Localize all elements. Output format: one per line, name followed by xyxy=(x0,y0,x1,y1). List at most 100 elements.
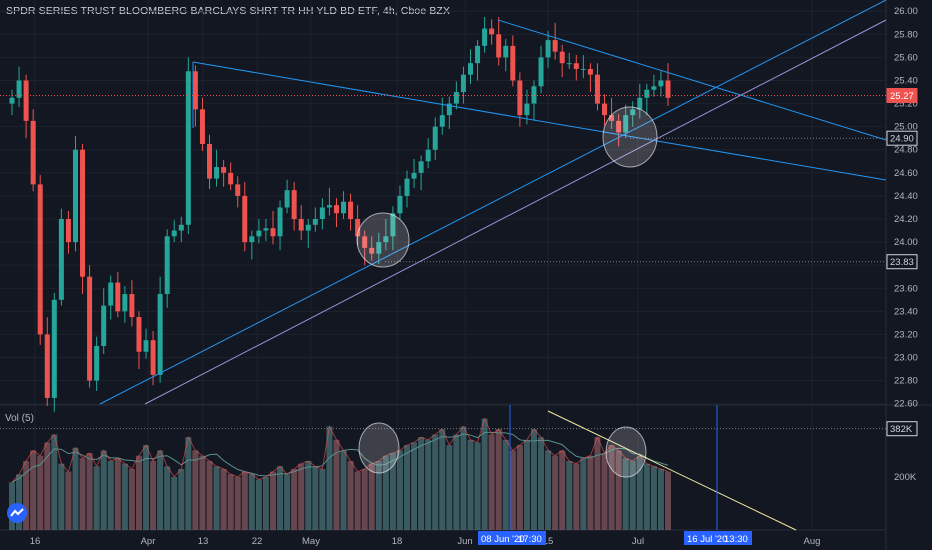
candle-body xyxy=(199,109,205,144)
candle-body xyxy=(524,103,530,116)
volume-bar-overlay xyxy=(86,453,93,530)
volume-bar-overlay xyxy=(72,447,79,530)
volume-pane-label: Vol (5) xyxy=(5,413,34,424)
tradingview-logo-icon[interactable] xyxy=(7,503,27,523)
volume-bar xyxy=(439,429,446,530)
volume-bar-overlay xyxy=(509,450,516,530)
volume-bar-overlay xyxy=(220,469,227,530)
volume-bar-overlay xyxy=(481,418,488,530)
volume-bar xyxy=(474,442,481,530)
candle-body xyxy=(369,247,375,254)
volume-bar xyxy=(72,447,79,530)
candle-body xyxy=(157,294,163,375)
volume-bar xyxy=(594,437,601,530)
time-marker-time: 13:30 xyxy=(724,534,748,545)
volume-bar-overlay xyxy=(114,458,121,530)
volume-bar xyxy=(93,466,100,530)
candle-body xyxy=(376,242,382,254)
candle-body xyxy=(51,299,57,398)
volume-bar-overlay xyxy=(411,442,418,530)
volume-bar xyxy=(411,442,418,530)
volume-bar xyxy=(333,439,340,530)
price-axis: 26.00 25.80 25.60 25.40 25.20 25.00 24.80 24.60… xyxy=(894,6,918,483)
candle-body xyxy=(249,236,255,243)
highlight-circle xyxy=(356,212,410,268)
volume-bar-overlay xyxy=(206,461,213,530)
volume-bar-overlay xyxy=(657,469,664,530)
volume-bar-overlay xyxy=(460,426,467,530)
candle-body xyxy=(256,230,262,237)
volume-bar-overlay xyxy=(573,463,580,530)
price-tick-label: 23.00 xyxy=(894,353,918,364)
volume-bar-overlay xyxy=(488,434,495,530)
price-tick-label: 23.20 xyxy=(894,329,918,340)
volume-bar-overlay xyxy=(234,476,241,530)
candle-body xyxy=(16,80,22,98)
candle-body xyxy=(129,294,135,318)
volume-bar xyxy=(368,463,375,530)
volume-bar xyxy=(530,429,537,530)
candles xyxy=(9,17,671,412)
candle-body xyxy=(467,63,473,75)
candle-body xyxy=(538,57,544,87)
volume-bars xyxy=(9,418,671,530)
volume-bar-overlay xyxy=(587,455,594,530)
volume-bar xyxy=(636,455,643,530)
volume-bar xyxy=(121,463,128,530)
volume-bar xyxy=(227,474,234,530)
highlight-circle xyxy=(602,106,658,168)
volume-tick-label: 200K xyxy=(894,472,917,483)
volume-bar xyxy=(629,461,636,530)
last-price-tag-bg xyxy=(886,87,918,103)
candle-body xyxy=(305,224,311,231)
volume-bar xyxy=(150,461,157,530)
candle-body xyxy=(637,97,643,110)
candle-body xyxy=(58,219,64,300)
candle-body xyxy=(460,74,466,93)
volume-bar-overlay xyxy=(291,469,298,530)
candle-body xyxy=(397,195,403,214)
volume-bar xyxy=(171,476,178,530)
candle-body xyxy=(503,45,509,58)
candle-body xyxy=(326,205,332,208)
price-tick-label: 23.40 xyxy=(894,306,918,317)
volume-bar xyxy=(502,439,509,530)
time-tick-label: Jul xyxy=(632,536,644,547)
volume-bar-overlay xyxy=(474,442,481,530)
volume-level-tag-text: 382K xyxy=(890,424,913,435)
candle-body xyxy=(517,80,523,116)
candle-body xyxy=(475,45,481,64)
volume-bar xyxy=(418,437,425,530)
price-tick-label: 24.80 xyxy=(894,145,918,156)
level-tag-text: 23.83 xyxy=(890,257,914,268)
candle-body xyxy=(616,120,622,133)
volume-bar-overlay xyxy=(665,471,671,530)
price-tick-label: 25.20 xyxy=(894,99,918,110)
volume-bar-overlay xyxy=(608,445,615,530)
volume-bar-overlay xyxy=(375,461,382,530)
volume-bar-overlay xyxy=(629,461,636,530)
candle-body xyxy=(630,109,636,116)
volume-bar xyxy=(51,434,58,530)
price-tick-label: 24.40 xyxy=(894,191,918,202)
candle-body xyxy=(143,340,149,352)
volume-bar-overlay xyxy=(185,437,192,530)
volume-bar xyxy=(523,439,530,530)
volume-line xyxy=(11,417,669,483)
volume-bar xyxy=(255,479,262,530)
candle-body xyxy=(9,97,15,104)
volume-bar-overlay xyxy=(213,466,220,530)
volume-bar-overlay xyxy=(255,479,262,530)
volume-bar-overlay xyxy=(284,474,291,530)
candle-body xyxy=(242,195,248,243)
volume-bar xyxy=(107,461,114,530)
volume-bar xyxy=(425,439,432,530)
volume-bar-overlay xyxy=(23,461,30,530)
level-tag-bg xyxy=(886,130,918,146)
candle-body xyxy=(552,40,558,52)
volume-bar xyxy=(460,426,467,530)
candle-body xyxy=(348,201,354,220)
volume-bar-overlay xyxy=(312,466,319,530)
time-tick-label: 13 xyxy=(198,536,209,547)
